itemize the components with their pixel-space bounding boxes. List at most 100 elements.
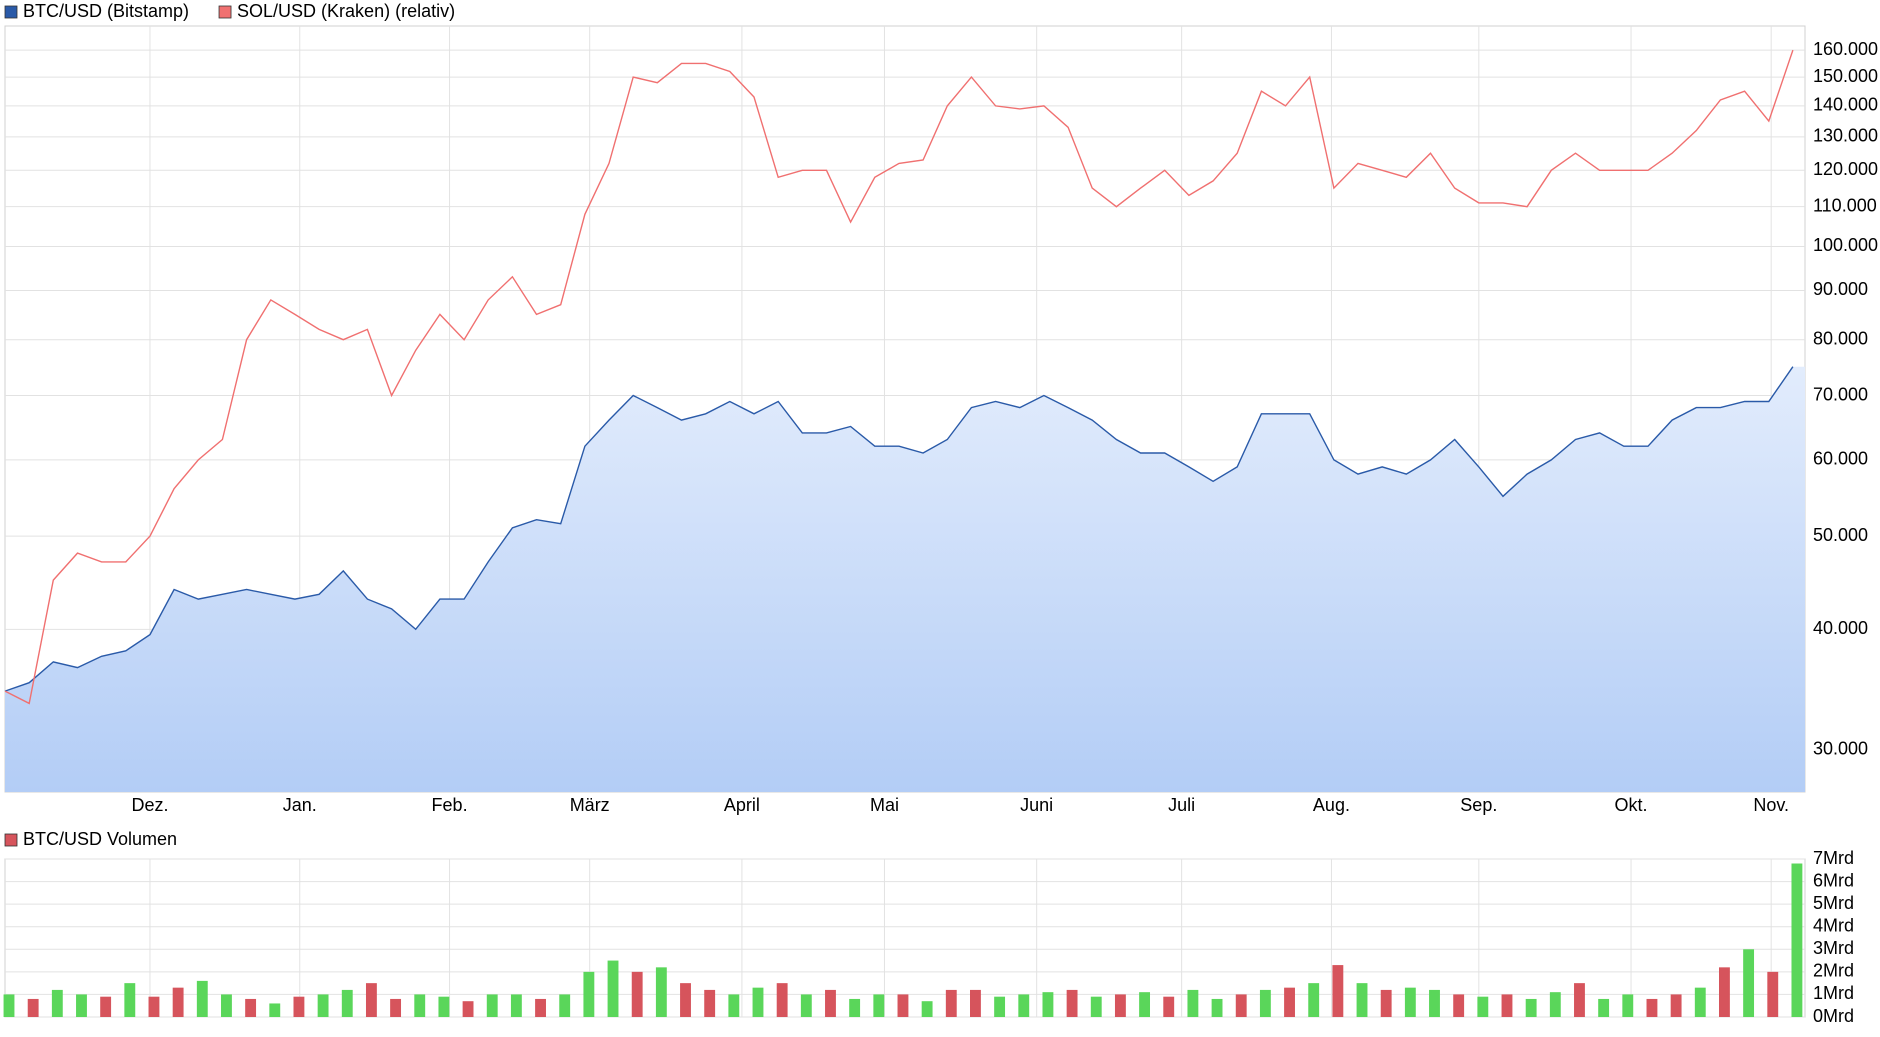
volume-bar [1187,989,1199,1017]
volume-bar [293,996,305,1017]
x-tick-label: Aug. [1313,795,1350,815]
volume-bar [341,989,353,1017]
y-tick-label: 110.000 [1813,195,1877,215]
volume-bar [1719,967,1730,1017]
volume-bar [462,1001,474,1017]
volume-bar [1598,998,1610,1017]
volume-bar [172,987,184,1017]
legend-label: BTC/USD Volumen [23,829,177,849]
volume-bar [510,994,522,1017]
volume-bar [849,998,861,1017]
volume-bar [1042,992,1054,1017]
x-tick-label: Sep. [1460,795,1497,815]
legend-label: SOL/USD (Kraken) (relativ) [237,1,455,21]
volume-bar [365,983,377,1017]
y-tick-label: 40.000 [1813,618,1868,638]
volume-bar [1791,863,1803,1017]
legend-swatch [218,5,232,19]
volume-bar [1549,992,1561,1017]
y-tick-label: 80.000 [1813,328,1868,348]
volume-bar [970,989,981,1017]
y-tick-label: 3Mrd [1813,938,1854,958]
volume-bar [921,1001,933,1017]
volume-bar [1235,994,1247,1017]
y-tick-label: 5Mrd [1813,893,1854,913]
volume-bar [1574,983,1585,1017]
volume-bar [800,994,812,1017]
volume-bar [317,994,329,1017]
volume-bar [1114,994,1126,1017]
x-tick-label: Juni [1020,795,1053,815]
volume-bar [1284,987,1295,1017]
x-tick-label: Okt. [1615,795,1648,815]
volume-bar [486,994,498,1017]
plot-frame [4,858,1806,1018]
volume-bar [1380,989,1392,1017]
volume-bar [1404,987,1416,1017]
y-tick-label: 140.000 [1813,95,1878,115]
volume-bar [897,994,909,1017]
y-tick-label: 30.000 [1813,738,1868,758]
volume-bar [631,971,643,1017]
volume-bar [100,996,112,1017]
volume-bar [776,983,788,1017]
volume-bar [1356,983,1368,1017]
y-tick-label: 0Mrd [1813,1006,1854,1026]
volume-bar [1163,996,1175,1017]
y-tick-label: 100.000 [1813,235,1878,255]
volume-bar [1429,989,1440,1017]
volume-bar [1453,994,1465,1017]
y-tick-label: 60.000 [1813,449,1868,469]
y-tick-label: 4Mrd [1813,915,1854,935]
volume-bar [583,971,595,1017]
y-tick-label: 70.000 [1813,384,1868,404]
volume-bar [945,989,957,1017]
volume-bar [1018,994,1030,1017]
volume-bar [680,983,691,1017]
line [4,366,1794,692]
volume-bar [1477,996,1489,1017]
volume-bar [728,994,740,1017]
y-tick-label: 130.000 [1813,126,1878,146]
line [4,49,1794,705]
x-tick-label: Juli [1168,795,1195,815]
y-tick-label: 1Mrd [1813,983,1854,1003]
volume-bar [1332,965,1344,1017]
x-tick-label: Jan. [283,795,317,815]
x-tick-label: April [724,795,760,815]
volume-bar [3,994,15,1017]
volume-bar [1525,998,1537,1017]
legend-swatch [4,833,18,847]
x-tick-label: März [570,795,610,815]
volume-bar [1743,949,1755,1017]
volume-bar [607,960,619,1017]
y-tick-label: 120.000 [1813,159,1878,179]
volume-bar [221,994,232,1017]
volume-bar [1139,992,1151,1017]
volume-bar [559,994,571,1017]
volume-bar [196,980,208,1017]
volume-bar [438,996,450,1017]
volume-bar [1622,994,1634,1017]
y-tick-label: 150.000 [1813,66,1878,86]
x-tick-label: Mai [870,795,899,815]
volume-bar [269,1003,281,1017]
volume-bar [1646,998,1658,1017]
volume-bar [704,989,716,1017]
volume-bar [51,989,63,1017]
volume-bar [245,998,257,1017]
volume-bar [535,998,546,1017]
legend-swatch [4,5,18,19]
y-tick-label: 2Mrd [1813,961,1854,981]
y-tick-label: 7Mrd [1813,848,1854,868]
x-tick-label: Feb. [432,795,468,815]
volume-bar [994,996,1006,1017]
x-tick-label: Nov. [1753,795,1789,815]
volume-bar [1308,983,1320,1017]
volume-bar [752,987,764,1017]
x-tick-label: Dez. [131,795,168,815]
volume-bar [1694,987,1706,1017]
volume-bar [124,983,136,1017]
volume-bar [1211,998,1223,1017]
